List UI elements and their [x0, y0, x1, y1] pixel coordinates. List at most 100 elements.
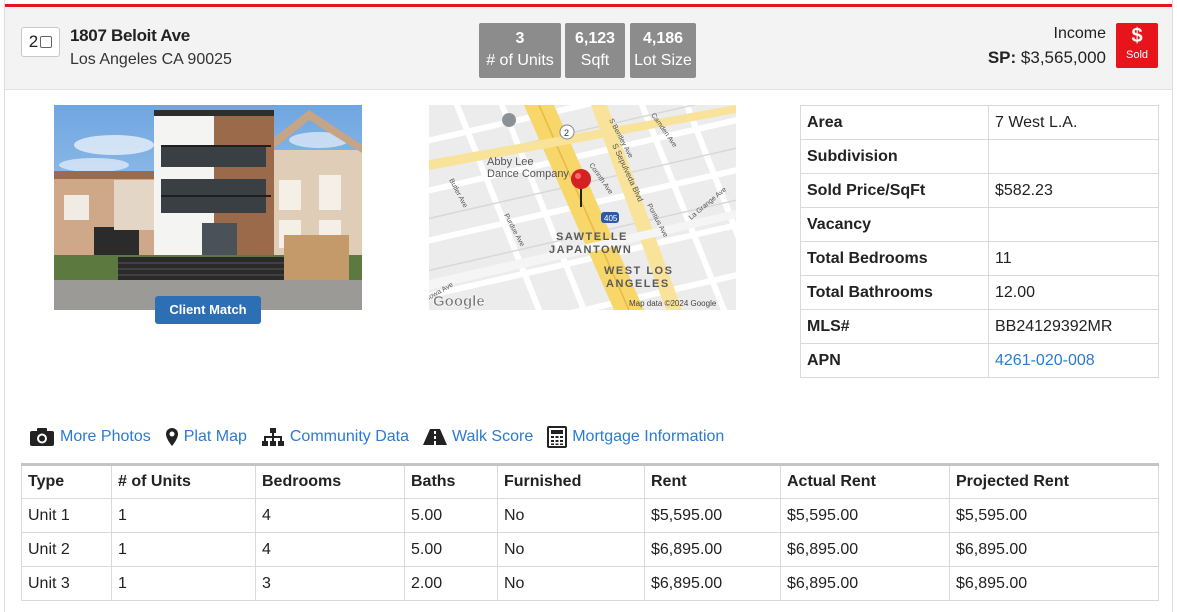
- cell-furnished: No: [497, 532, 645, 567]
- map-marker-icon: [165, 427, 179, 447]
- detail-value: [988, 207, 1159, 242]
- col-type: Type: [21, 464, 112, 499]
- col-units: # of Units: [111, 464, 256, 499]
- detail-value: 7 West L.A.: [988, 105, 1159, 140]
- col-furnished: Furnished: [497, 464, 645, 499]
- sale-price: SP: $3,565,000: [988, 48, 1106, 68]
- detail-value: BB24129392MR: [988, 309, 1159, 344]
- stat-sqft: 6,123 Sqft: [565, 23, 625, 78]
- stat-units: 3 # of Units: [479, 23, 561, 78]
- calculator-icon: [547, 426, 568, 448]
- detail-label: MLS#: [800, 309, 989, 344]
- cell-bedrooms: 3: [255, 566, 405, 601]
- table-row: Unit 3 1 3 2.00 No $6,895.00 $6,895.00 $…: [21, 566, 1159, 601]
- dollar-icon: $: [1131, 25, 1143, 47]
- sitemap-icon: [261, 427, 285, 447]
- svg-text:Dance Company: Dance Company: [487, 168, 569, 180]
- detail-row-bathrooms: Total Bathrooms 12.00: [800, 275, 1159, 310]
- svg-text:SAWTELLE: SAWTELLE: [556, 231, 628, 243]
- cell-projected-rent: $5,595.00: [949, 498, 1159, 533]
- stat-lot-label: Lot Size: [634, 52, 692, 69]
- plat-map-label: Plat Map: [183, 428, 247, 445]
- camera-icon: [29, 427, 55, 447]
- cell-type: Unit 1: [21, 498, 112, 533]
- mortgage-information-label: Mortgage Information: [572, 428, 725, 445]
- cell-baths: 5.00: [404, 532, 498, 567]
- col-baths: Baths: [404, 464, 498, 499]
- detail-label: Area: [800, 105, 989, 140]
- address-street[interactable]: 1807 Beloit Ave: [70, 26, 190, 45]
- units-header-row: Type # of Units Bedrooms Baths Furnished…: [21, 464, 1159, 499]
- col-rent: Rent: [644, 464, 781, 499]
- more-photos-label: More Photos: [60, 428, 151, 445]
- cell-units: 1: [111, 498, 256, 533]
- svg-text:Map data ©2024 Google: Map data ©2024 Google: [629, 299, 717, 308]
- detail-value: 11: [988, 241, 1159, 276]
- cell-actual-rent: $6,895.00: [780, 532, 950, 567]
- table-row: Unit 2 1 4 5.00 No $6,895.00 $6,895.00 $…: [21, 532, 1159, 567]
- cell-bedrooms: 4: [255, 532, 405, 567]
- listing-card: 2 1807 Beloit Ave Los Angeles CA 90025 3…: [4, 0, 1173, 612]
- listing-header: 2 1807 Beloit Ave Los Angeles CA 90025 3…: [5, 7, 1172, 90]
- stat-sqft-value: 6,123: [574, 30, 616, 47]
- detail-value: 12.00: [988, 275, 1159, 310]
- listing-checkbox[interactable]: [40, 36, 53, 48]
- detail-label: APN: [800, 343, 989, 378]
- listing-select[interactable]: 2: [21, 27, 60, 57]
- cell-rent: $5,595.00: [644, 498, 781, 533]
- property-photo[interactable]: [54, 105, 362, 310]
- listing-number: 2: [28, 32, 39, 51]
- cell-units: 1: [111, 532, 256, 567]
- poi-marker-icon: [502, 113, 517, 145]
- stat-lot-size: 4,186 Lot Size: [630, 23, 696, 78]
- detail-row-bedrooms: Total Bedrooms 11: [800, 241, 1159, 276]
- svg-text:ANGELES: ANGELES: [606, 278, 670, 290]
- location-map[interactable]: S Sepulveda Blvd S Bentley Ave Camden Av…: [429, 105, 736, 310]
- sale-price-value: $3,565,000: [1020, 48, 1106, 67]
- detail-value: $582.23: [988, 173, 1159, 208]
- svg-text:Abby Lee: Abby Lee: [487, 156, 533, 168]
- units-table: Type # of Units Bedrooms Baths Furnished…: [21, 463, 1159, 601]
- svg-text:JAPANTOWN: JAPANTOWN: [549, 244, 632, 256]
- mortgage-information-link[interactable]: Mortgage Information: [547, 426, 724, 448]
- plat-map-link[interactable]: Plat Map: [165, 427, 247, 447]
- col-actual-rent: Actual Rent: [780, 464, 950, 499]
- detail-label: Sold Price/SqFt: [800, 173, 989, 208]
- table-row: Unit 1 1 4 5.00 No $5,595.00 $5,595.00 $…: [21, 498, 1159, 533]
- cell-projected-rent: $6,895.00: [949, 532, 1159, 567]
- cell-actual-rent: $6,895.00: [780, 566, 950, 601]
- cell-rent: $6,895.00: [644, 566, 781, 601]
- svg-text:2: 2: [564, 128, 569, 138]
- cell-type: Unit 3: [21, 566, 112, 601]
- detail-row-mls: MLS# BB24129392MR: [800, 309, 1159, 344]
- cell-furnished: No: [497, 566, 645, 601]
- cell-baths: 2.00: [404, 566, 498, 601]
- cell-baths: 5.00: [404, 498, 498, 533]
- col-projected-rent: Projected Rent: [949, 464, 1159, 499]
- walk-score-link[interactable]: Walk Score: [423, 428, 533, 446]
- detail-label: Total Bedrooms: [800, 241, 989, 276]
- top-accent-bar: [5, 4, 1172, 7]
- community-data-link[interactable]: Community Data: [261, 427, 409, 447]
- detail-value: 4261-020-008: [988, 343, 1159, 378]
- apn-link[interactable]: 4261-020-008: [995, 351, 1095, 369]
- more-photos-link[interactable]: More Photos: [29, 427, 151, 447]
- road-icon: [423, 428, 448, 446]
- map-image: S Sepulveda Blvd S Bentley Ave Camden Av…: [429, 105, 736, 310]
- client-match-button[interactable]: Client Match: [155, 296, 261, 324]
- cell-bedrooms: 4: [255, 498, 405, 533]
- listing-links: More Photos Plat Map Community Data Walk…: [29, 423, 738, 451]
- svg-text:Google: Google: [433, 293, 485, 310]
- cell-furnished: No: [497, 498, 645, 533]
- cell-projected-rent: $6,895.00: [949, 566, 1159, 601]
- stat-units-value: 3: [515, 30, 525, 47]
- detail-value: [988, 139, 1159, 174]
- cell-type: Unit 2: [21, 532, 112, 567]
- stat-lot-value: 4,186: [642, 30, 684, 47]
- stat-sqft-label: Sqft: [580, 52, 610, 69]
- col-bedrooms: Bedrooms: [255, 464, 405, 499]
- property-details-table: Area 7 West L.A. Subdivision Sold Price/…: [800, 105, 1159, 378]
- svg-text:WEST LOS: WEST LOS: [604, 265, 673, 277]
- detail-label: Subdivision: [800, 139, 989, 174]
- walk-score-label: Walk Score: [452, 428, 534, 445]
